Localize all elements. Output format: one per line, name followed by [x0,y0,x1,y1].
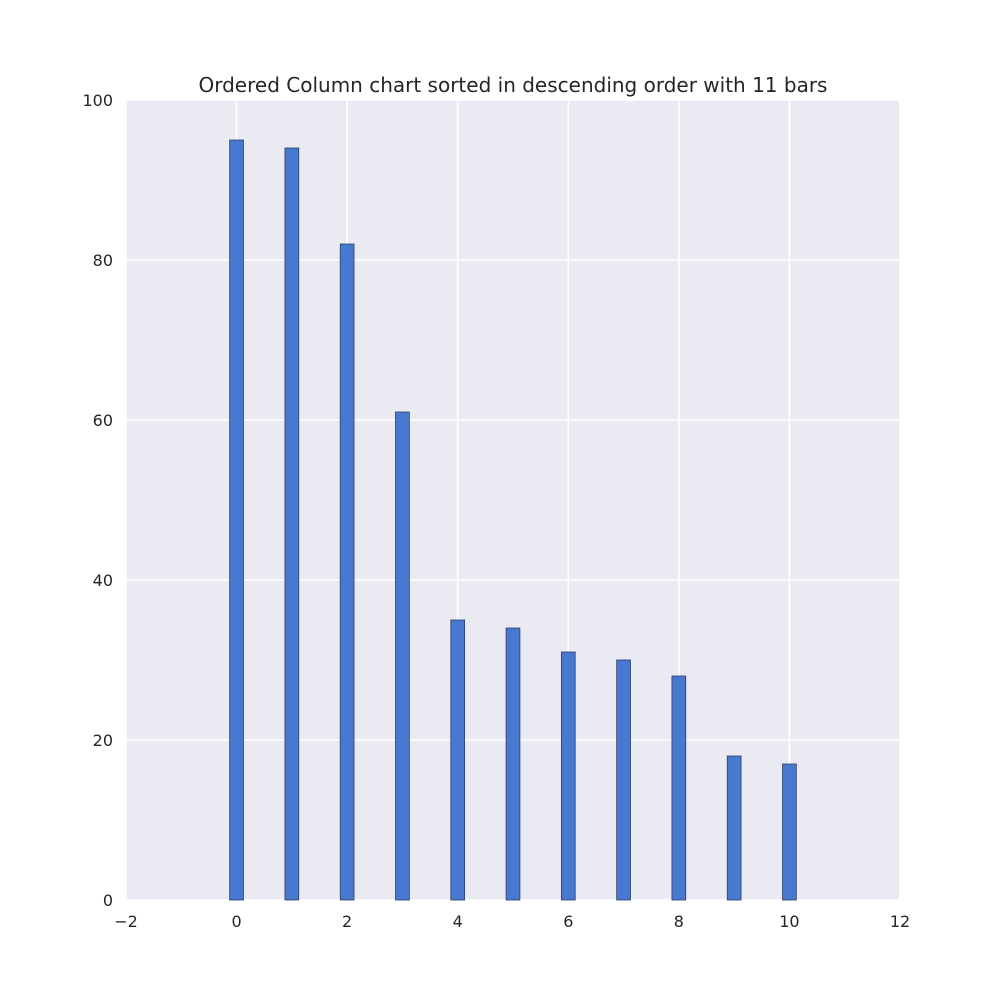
bar-5 [505,627,521,901]
x-tick-label: 2 [342,912,352,931]
bar-9 [726,755,742,901]
y-tick-label: 60 [93,411,113,430]
y-axis-ticks: 0 20 40 60 80 100 [82,91,113,910]
x-axis-ticks: −2 0 2 4 6 8 10 12 [114,912,910,931]
bar-2 [339,243,355,901]
y-tick-label: 0 [103,891,113,910]
x-tick-label: 12 [890,912,910,931]
y-tick-label: 80 [93,251,113,270]
bar-7 [616,659,631,901]
bar-10 [782,763,797,901]
x-tick-label: 4 [453,912,463,931]
bar-0 [229,139,244,901]
bar-6 [560,651,576,901]
x-tick-label: −2 [114,912,138,931]
bar-1 [284,147,300,901]
bar-3 [395,411,410,901]
y-tick-label: 20 [93,731,113,750]
chart-title: Ordered Column chart sorted in descendin… [199,73,828,97]
x-tick-label: 8 [674,912,684,931]
bar-4 [450,619,466,901]
x-tick-label: 0 [231,912,241,931]
bar-8 [671,675,687,901]
y-tick-label: 40 [93,571,113,590]
y-tick-label: 100 [82,91,113,110]
x-tick-label: 10 [779,912,799,931]
bars [229,139,797,901]
x-tick-label: 6 [563,912,573,931]
